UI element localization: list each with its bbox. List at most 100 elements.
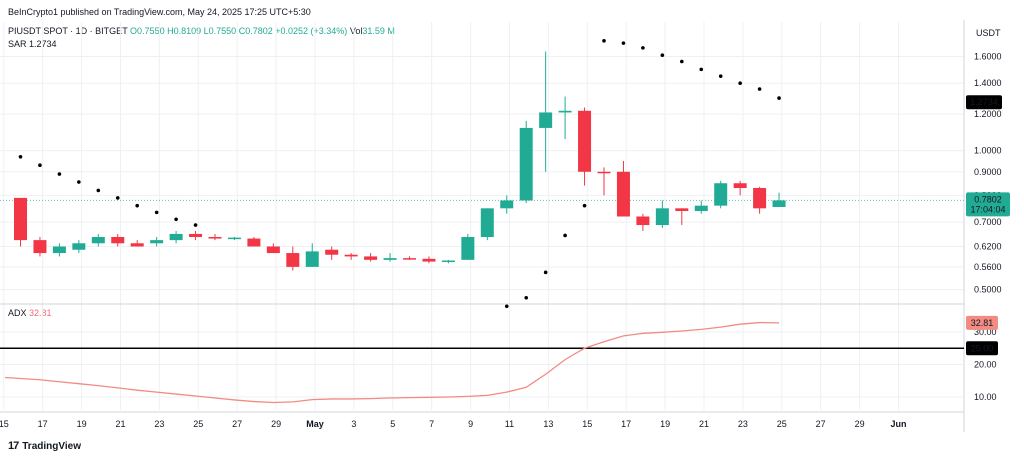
candle — [616, 160, 630, 217]
candle — [383, 253, 397, 262]
candle-body — [578, 110, 592, 172]
candle — [694, 200, 708, 214]
time-tick-label: 17 — [621, 419, 631, 429]
candle — [597, 167, 611, 196]
time-tick-label: 23 — [738, 419, 748, 429]
price-tick-label: 0.6200 — [974, 241, 1002, 251]
candle-body — [422, 258, 436, 262]
sar-dot — [96, 188, 101, 193]
candle-body — [72, 243, 86, 250]
candle — [111, 233, 125, 247]
volume-value: 31.59 M — [362, 26, 395, 36]
candle — [150, 237, 164, 247]
candle — [33, 237, 47, 257]
candle — [461, 233, 475, 260]
candle-body — [539, 112, 553, 128]
sar-badge — [966, 95, 1002, 110]
candle-body — [111, 237, 125, 244]
time-tick-label: Jun — [890, 419, 906, 429]
candle-body — [480, 208, 494, 238]
time-tick-label: 21 — [115, 419, 125, 429]
time-tick-label: 5 — [390, 419, 395, 429]
time-tick-label: 15 — [582, 419, 592, 429]
candle — [655, 200, 669, 228]
adx-line — [4, 321, 780, 404]
sar-dot — [563, 233, 567, 238]
time-tick-label: 25 — [777, 419, 787, 429]
candle — [305, 243, 319, 267]
time-tick-label: 29 — [855, 419, 865, 429]
adx-tick-label: 10.00 — [974, 392, 997, 402]
candle-body — [558, 110, 572, 113]
open-value: O0.7550 — [130, 26, 165, 36]
time-tick-label: 7 — [429, 419, 434, 429]
candle — [208, 233, 222, 241]
sar-dot — [621, 41, 626, 45]
close-value: C0.7802 — [238, 26, 273, 36]
candle — [169, 230, 183, 244]
candle-body — [52, 246, 66, 254]
candle — [480, 208, 494, 241]
candle — [753, 186, 767, 214]
sar-dot — [738, 81, 742, 86]
sar-dot — [777, 96, 781, 100]
currency-label[interactable]: USDT — [976, 28, 1001, 38]
candle-body — [325, 249, 339, 255]
candle — [578, 107, 592, 186]
sar-dot — [582, 203, 587, 208]
candle — [500, 195, 514, 214]
adx-label[interactable]: ADX — [8, 308, 27, 318]
sar-dot — [18, 154, 23, 159]
candle — [130, 240, 144, 247]
candle-body — [441, 260, 455, 263]
candle-body — [150, 240, 164, 244]
adx-level-badge — [966, 341, 998, 356]
adx-tick-label: 30.00 — [974, 327, 997, 337]
high-value: H0.8109 — [167, 26, 202, 36]
candle-body — [403, 258, 416, 260]
sar-dot — [174, 217, 178, 222]
adx-legend: ADX 32.81 — [8, 308, 52, 318]
sar-dot — [504, 304, 509, 309]
adx-value-badge-label: 32.81 — [971, 318, 994, 328]
candle — [247, 237, 261, 247]
time-tick-label: May — [306, 419, 324, 429]
candle-body — [189, 233, 203, 238]
candle-body — [519, 127, 533, 201]
price-tick-label: 0.9000 — [974, 167, 1002, 177]
sar-label[interactable]: SAR — [8, 39, 27, 49]
candle — [636, 213, 650, 231]
price-tick-label: 1.6000 — [974, 51, 1002, 61]
time-tick-label: 19 — [77, 419, 87, 429]
sar-dot — [524, 295, 528, 300]
sar-dot — [699, 67, 704, 72]
candle-body — [461, 237, 475, 260]
candle-body — [616, 171, 630, 217]
adx-value: 32.81 — [29, 308, 52, 318]
price-tick-label: 0.5000 — [974, 285, 1002, 295]
sar-dot — [757, 87, 762, 91]
candle-body — [169, 233, 183, 241]
time-tick-label: 21 — [699, 419, 709, 429]
candle-body — [208, 237, 222, 239]
candle — [14, 197, 27, 247]
time-tick-label: 25 — [193, 419, 203, 429]
candle — [344, 253, 358, 260]
sar-dot — [135, 203, 139, 208]
tradingview-logo-icon: 17 — [8, 440, 19, 452]
tradingview-footer: 17 TradingView — [8, 440, 81, 452]
candle-body — [675, 208, 689, 212]
candle-body — [733, 183, 747, 189]
candle-body — [500, 200, 514, 209]
low-value: L0.7550 — [203, 26, 237, 36]
sar-dot — [543, 270, 548, 275]
tradingview-brand: TradingView — [22, 440, 81, 452]
last-price-badge — [966, 192, 1010, 217]
candle — [733, 180, 747, 196]
symbol-label[interactable]: PIUSDT SPOT · 1D · BITGET — [8, 26, 128, 36]
candle-body — [753, 188, 767, 209]
adx-value-badge — [966, 315, 998, 330]
candle — [403, 256, 416, 260]
time-tick-label: 27 — [232, 419, 242, 429]
